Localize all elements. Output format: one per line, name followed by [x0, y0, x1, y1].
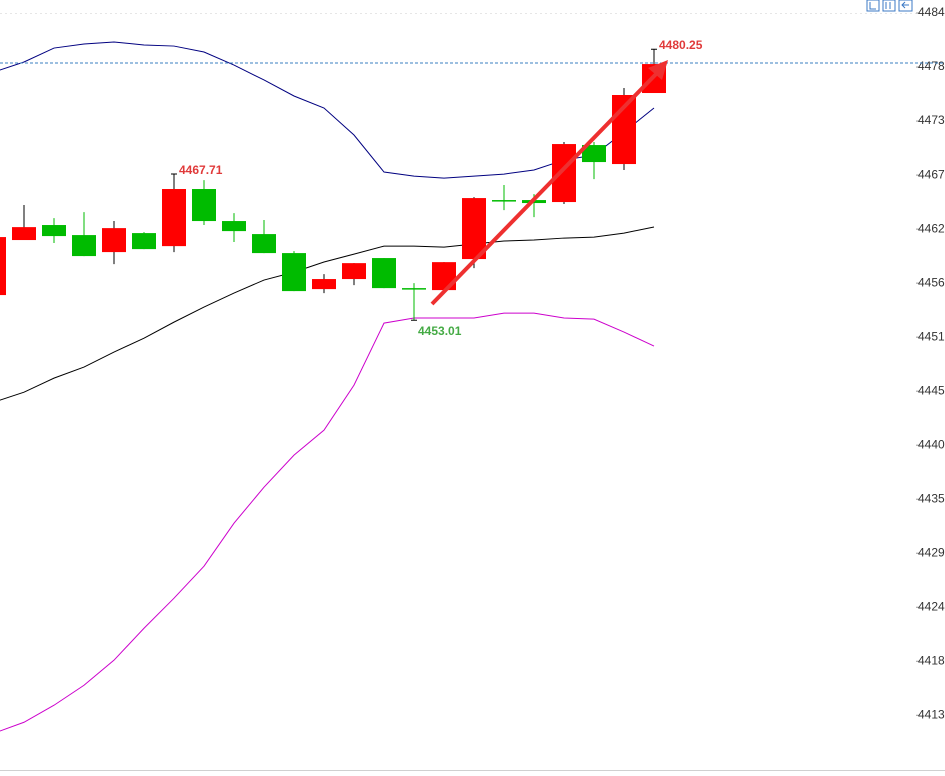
low-label: 4453.01 — [418, 324, 462, 338]
y-tick-label: 4445 — [918, 383, 945, 397]
trend-arrow — [430, 68, 662, 306]
candle-body — [282, 253, 306, 292]
candle-body — [552, 144, 576, 203]
y-tick-label: 4478 — [918, 59, 945, 73]
y-tick-label: 4413 — [918, 707, 945, 721]
candle-body — [0, 237, 6, 296]
y-tick-label: 4467 — [918, 167, 945, 181]
candle-body — [462, 198, 486, 260]
toolbar — [866, 0, 913, 12]
trend-arrow-head — [648, 60, 668, 80]
y-tick-label: 4462 — [918, 221, 945, 235]
candle-body — [312, 279, 336, 290]
candle-body — [342, 263, 366, 280]
high-label: 4480.25 — [659, 38, 703, 52]
band-line — [0, 41, 655, 179]
candle-body — [222, 221, 246, 232]
y-tick-label: 4424 — [918, 599, 945, 613]
y-tick-label: 4440 — [918, 437, 945, 451]
candle-body — [42, 225, 66, 237]
y-tick-label: 4451 — [918, 329, 945, 343]
band-line — [0, 226, 655, 401]
band-line — [0, 312, 655, 732]
candle-body — [252, 234, 276, 254]
candle-body — [582, 145, 606, 163]
candle-body — [372, 258, 396, 289]
y-tick-label: 4456 — [918, 275, 945, 289]
y-tick-label: 4473 — [918, 113, 945, 127]
high-label: 4467.71 — [179, 163, 223, 177]
candle-body — [492, 200, 516, 202]
toolbar-icon — [869, 1, 909, 10]
toolbar-button[interactable] — [882, 0, 896, 12]
candle-body — [102, 228, 126, 253]
candle-body — [192, 189, 216, 222]
candle-body — [72, 235, 96, 257]
y-tick-label: 4484 — [918, 5, 945, 19]
candle-body — [162, 189, 186, 247]
candle-body — [402, 288, 426, 290]
y-tick-label: 4435 — [918, 491, 945, 505]
toolbar-button[interactable] — [866, 0, 880, 12]
plot-area: 4413 4418 4424 4429 4435 4440 4445 4451 4456 4462… — [0, 5, 945, 732]
y-tick-label: 4429 — [918, 545, 945, 559]
candle-body — [132, 233, 156, 250]
y-tick-label: 4418 — [918, 653, 945, 667]
candle-body — [12, 227, 36, 241]
